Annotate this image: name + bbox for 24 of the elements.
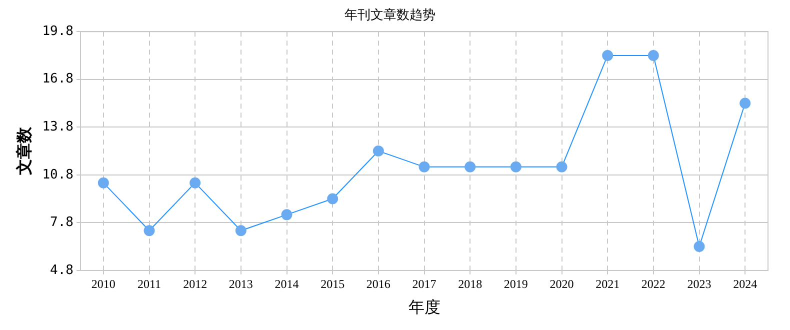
x-tick-label: 2017 bbox=[412, 276, 436, 291]
x-tick-label: 2023 bbox=[687, 276, 712, 291]
x-tick-label: 2019 bbox=[504, 276, 528, 291]
x-tick-label: 2015 bbox=[320, 276, 345, 291]
x-tick-label: 2011 bbox=[137, 276, 162, 291]
y-tick-label: 16.8 bbox=[42, 72, 74, 87]
x-tick-label: 2014 bbox=[274, 276, 299, 291]
x-tick-label: 2020 bbox=[550, 276, 574, 291]
y-tick-label: 7.8 bbox=[50, 215, 74, 230]
x-tick-label: 2012 bbox=[183, 276, 208, 291]
x-tick-label: 2013 bbox=[228, 276, 253, 291]
x-tick-label: 2018 bbox=[458, 276, 482, 291]
y-tick-label: 10.8 bbox=[42, 167, 74, 182]
x-tick-label: 2021 bbox=[596, 276, 620, 291]
y-axis-title: 文章数 bbox=[16, 126, 34, 176]
x-tick-label: 2024 bbox=[733, 276, 758, 291]
x-axis-title: 年度 bbox=[408, 298, 440, 317]
x-tick-label: 2022 bbox=[641, 276, 666, 291]
x-tick-label: 2010 bbox=[91, 276, 116, 291]
y-tick-label: 19.8 bbox=[42, 24, 74, 39]
chart-title: 年刊文章数趋势 bbox=[344, 7, 436, 22]
y-tick-label: 13.8 bbox=[42, 119, 74, 134]
y-tick-label: 4.8 bbox=[50, 262, 74, 278]
x-tick-label: 2016 bbox=[366, 276, 390, 291]
